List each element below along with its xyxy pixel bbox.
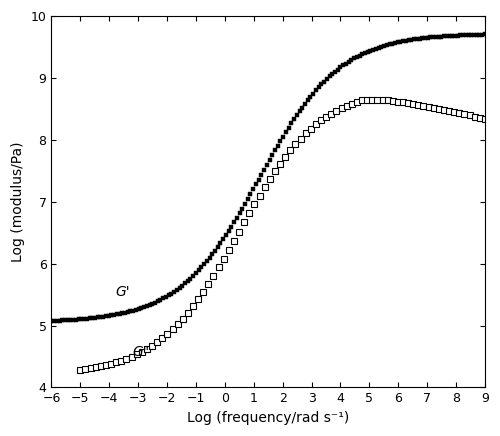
Text: G": G" [132, 344, 150, 358]
Y-axis label: Log (modulus/Pa): Log (modulus/Pa) [11, 142, 25, 262]
X-axis label: Log (frequency/rad s⁻¹): Log (frequency/rad s⁻¹) [187, 411, 350, 425]
Text: G': G' [115, 285, 130, 299]
